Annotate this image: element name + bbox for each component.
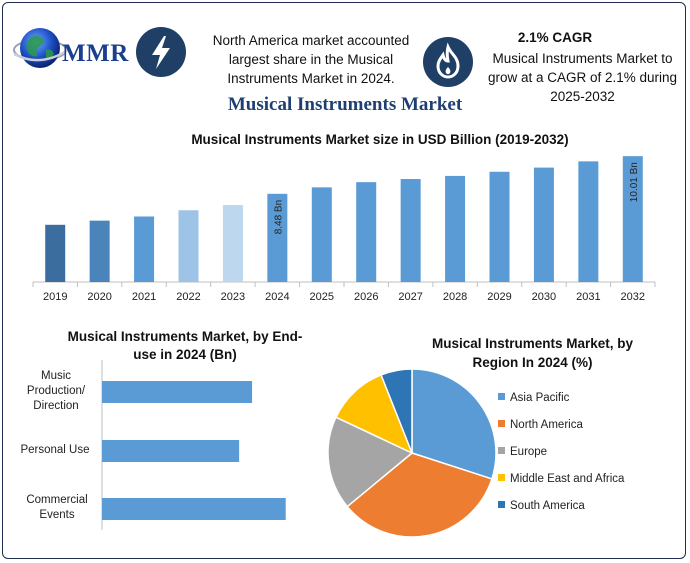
legend-asia-pacific: Asia Pacific — [498, 391, 569, 405]
region-chart-title: Musical Instruments Market, by Region In… — [431, 336, 634, 370]
bar-2031 — [578, 161, 599, 282]
bar-2029 — [489, 171, 510, 282]
pie-slice-2 — [327, 416, 414, 508]
bar-2030 — [533, 167, 554, 282]
hbar-label-commercial-events: Commercial Events — [26, 494, 88, 521]
legend-middle-east-africa: Middle East and Africa — [498, 472, 624, 486]
x-tick-label-2024: 2024 — [265, 291, 289, 303]
bar-2025 — [311, 187, 332, 282]
hbar-1 — [102, 440, 240, 462]
x-tick-label-2031: 2031 — [576, 291, 600, 303]
pie-slice-1 — [346, 452, 493, 538]
hbar-label-personal-use: Personal Use — [20, 444, 90, 456]
hbar-0 — [102, 381, 253, 403]
legend-europe: Europe — [498, 445, 547, 459]
bar-2026 — [356, 182, 377, 282]
x-tick-label-2023: 2023 — [221, 291, 245, 303]
legend-north-america: North America — [498, 418, 583, 432]
logo-text: MMR — [62, 40, 129, 67]
lightning-bolt-icon — [136, 27, 186, 77]
bar-2022 — [178, 210, 199, 282]
bar-2023 — [222, 205, 243, 282]
x-tick-label-2029: 2029 — [487, 291, 511, 303]
data-label-2032: 10.01 Bn — [629, 162, 640, 202]
pie-slice-0 — [411, 368, 497, 480]
market-size-chart-title: Musical Instruments Market size in USD B… — [191, 132, 569, 147]
bar-2019 — [45, 224, 66, 282]
x-tick-label-2026: 2026 — [354, 291, 378, 303]
bar-2021 — [134, 216, 155, 282]
main-title: Musical Instruments Market — [227, 94, 463, 115]
x-tick-label-2025: 2025 — [310, 291, 334, 303]
x-tick-label-2032: 2032 — [621, 291, 645, 303]
bar-2024 — [267, 193, 288, 282]
flame-icon — [423, 37, 473, 87]
pie-slice-4 — [380, 368, 413, 454]
data-label-2024: 8.48 Bn — [273, 200, 284, 234]
x-tick-label-2021: 2021 — [132, 291, 156, 303]
bar-2027 — [400, 179, 421, 282]
x-tick-label-2028: 2028 — [443, 291, 467, 303]
hbar-2 — [102, 498, 286, 520]
pie-slice-3 — [334, 373, 414, 455]
x-tick-label-2027: 2027 — [398, 291, 422, 303]
north-america-share-text: North America market accounted largest s… — [212, 33, 410, 86]
bar-2028 — [445, 175, 466, 282]
hbar-label-music-production: Music Production/ Direction — [26, 370, 86, 412]
x-tick-label-2022: 2022 — [176, 291, 200, 303]
cagr-title: 2.1% CAGR — [517, 30, 593, 45]
mmr-logo-globe-icon — [13, 28, 69, 68]
x-tick-label-2019: 2019 — [43, 291, 67, 303]
bar-2020 — [89, 220, 110, 282]
x-tick-label-2030: 2030 — [532, 291, 556, 303]
bar-2032 — [622, 156, 643, 282]
legend-south-america: South America — [498, 499, 585, 513]
x-tick-label-2020: 2020 — [87, 291, 111, 303]
cagr-text: Musical Instruments Market to grow at a … — [487, 51, 678, 104]
end-use-chart-title: Musical Instruments Market, by End- use … — [67, 329, 303, 362]
